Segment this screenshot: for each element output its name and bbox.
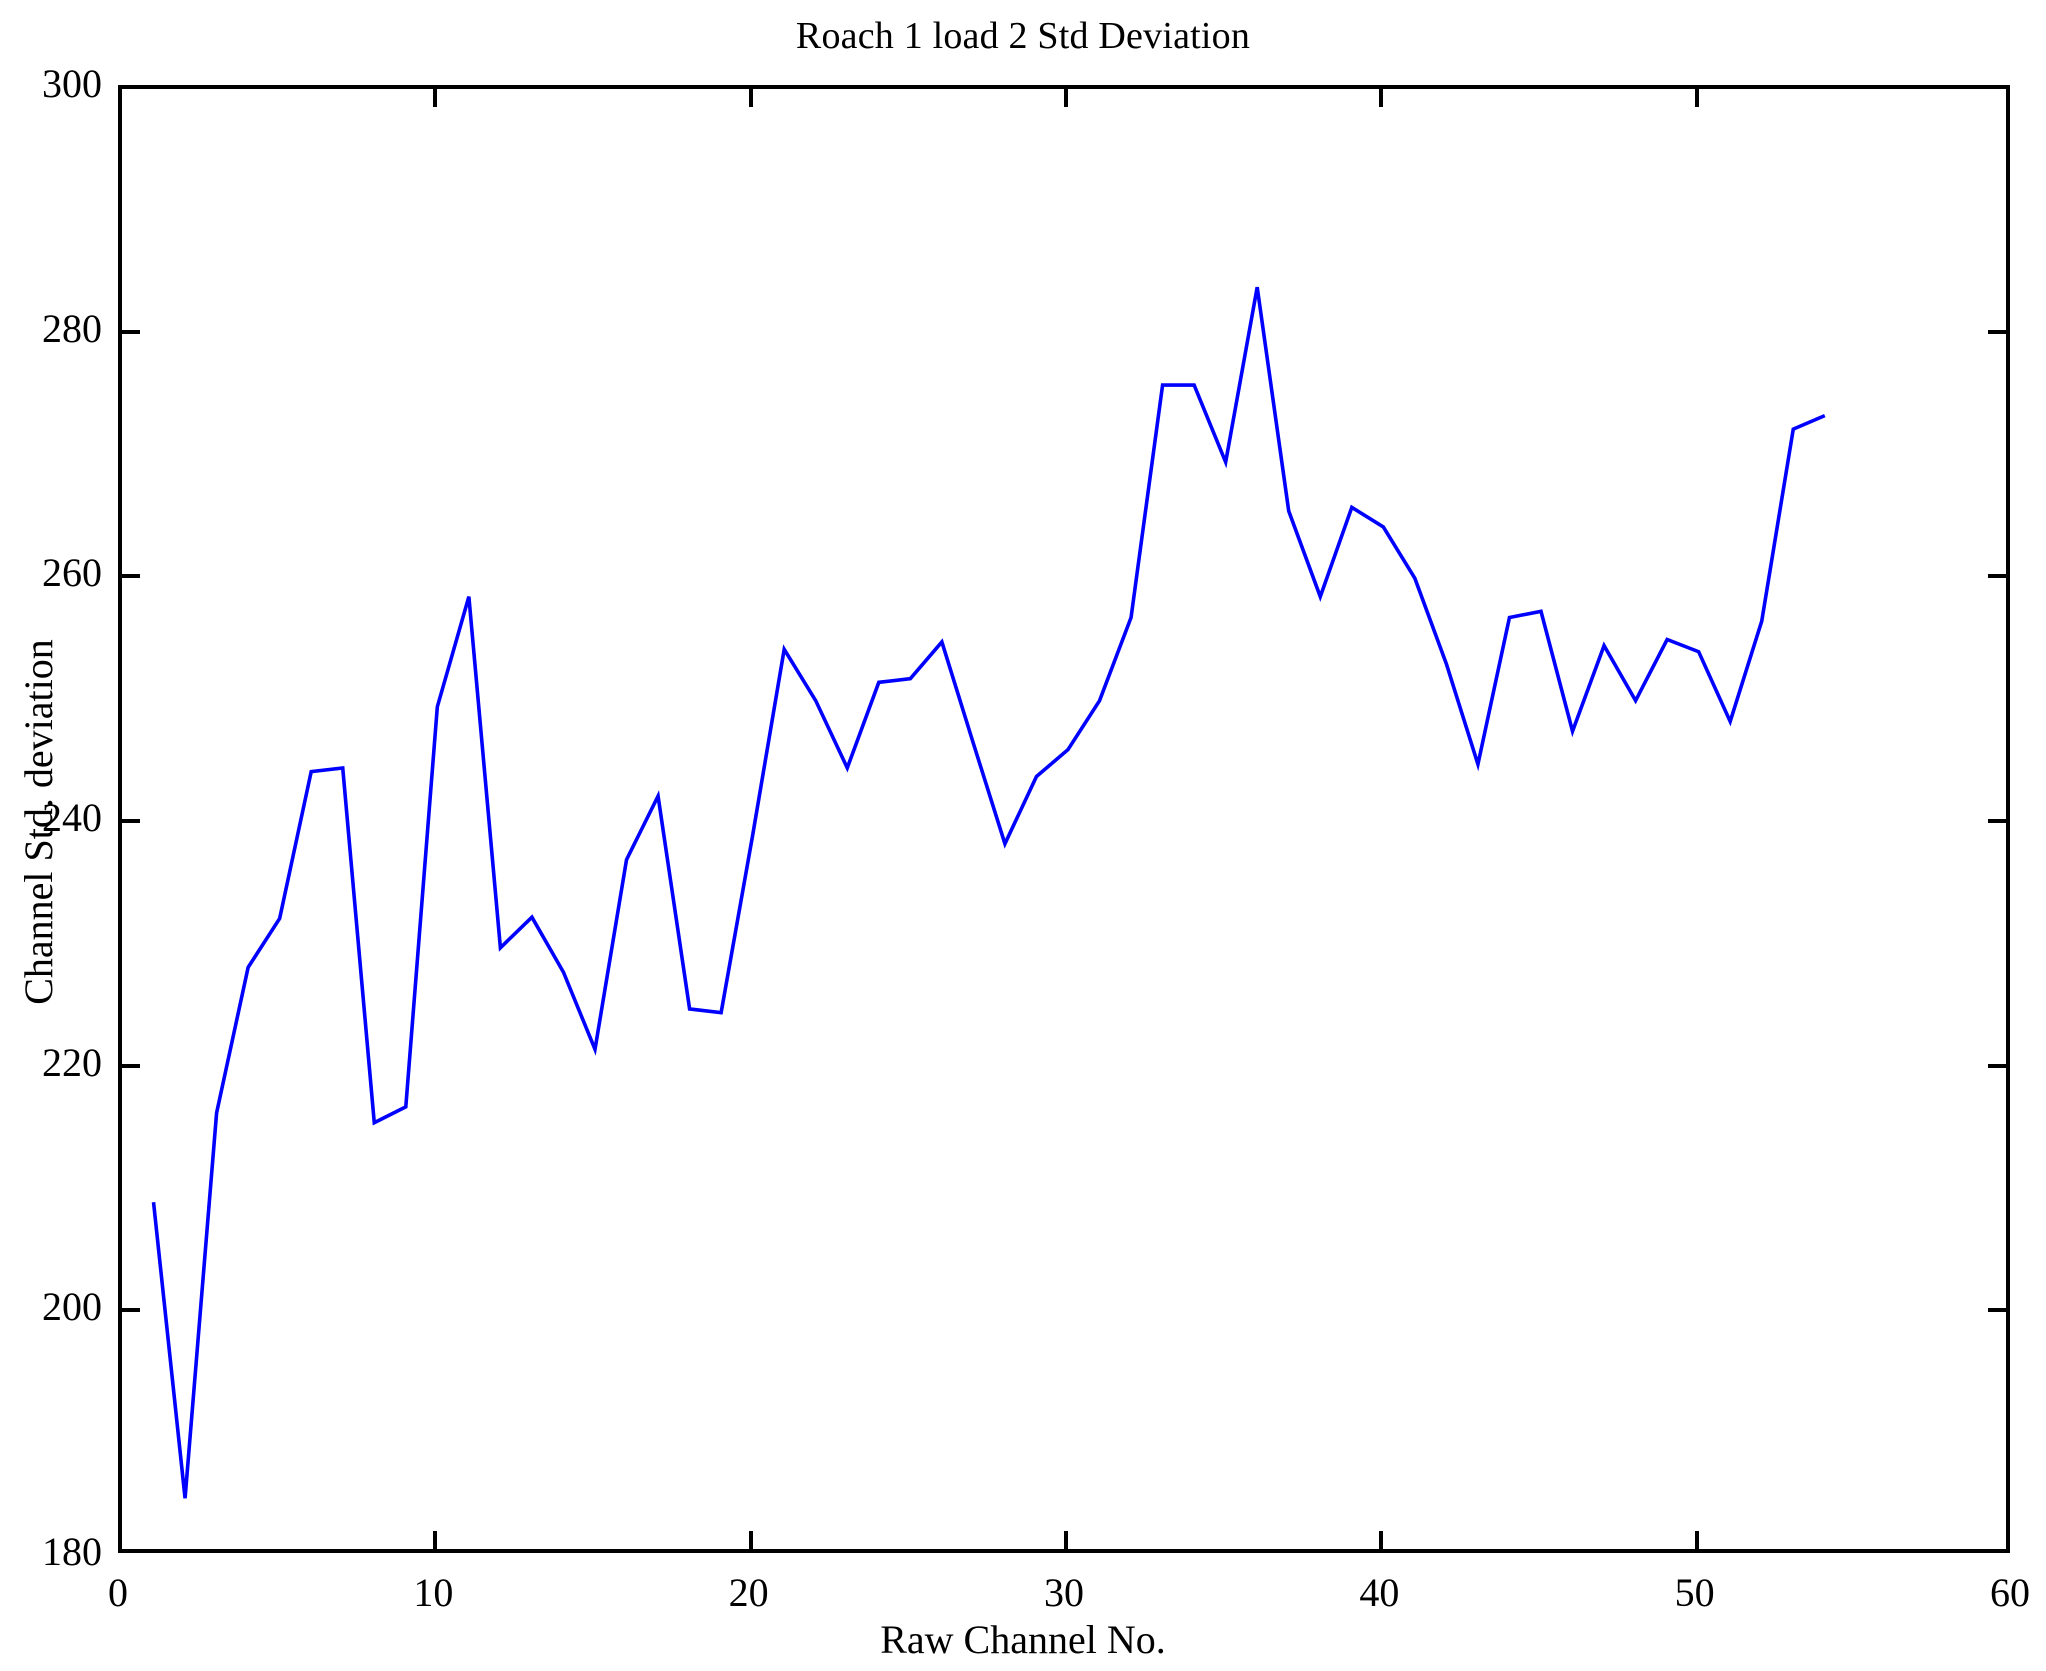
y-tick-mark-right <box>1988 329 2010 334</box>
y-tick-mark-right <box>1988 574 2010 579</box>
y-tick-mark <box>118 574 140 579</box>
chart-title: Roach 1 load 2 Std Deviation <box>795 15 1251 57</box>
x-tick-mark-top <box>1694 85 1699 107</box>
y-tick-label: 300 <box>42 61 102 106</box>
y-tick-label: 260 <box>42 550 102 596</box>
x-tick-label: 30 <box>1044 1570 1084 1615</box>
y-tick-label: 180 <box>42 1529 102 1574</box>
y-axis-title: Channel Std. deviation <box>16 639 61 1005</box>
x-tick-mark-top <box>433 85 438 107</box>
x-tick-mark-top <box>1064 85 1068 107</box>
x-tick-label: 20 <box>728 1570 769 1615</box>
x-tick-label: 50 <box>1674 1570 1715 1615</box>
y-tick-mark <box>118 1063 140 1068</box>
x-tick-mark <box>433 1531 438 1553</box>
y-tick-mark <box>118 329 140 334</box>
x-tick-mark-top <box>748 85 753 107</box>
x-tick-label: 40 <box>1359 1570 1400 1615</box>
x-tick-label: 60 <box>1990 1570 2030 1615</box>
y-tick-mark-right <box>1988 1063 2010 1068</box>
y-tick-mark-right <box>1988 1308 2010 1313</box>
x-tick-mark <box>1379 1531 1384 1553</box>
x-tick-mark <box>1064 1531 1068 1553</box>
y-tick-label: 220 <box>42 1039 102 1085</box>
x-tick-mark-top <box>1379 85 1384 107</box>
y-tick-mark <box>118 1308 140 1313</box>
x-axis-title: Raw Channel No. <box>880 1617 1166 1662</box>
x-tick-mark <box>748 1531 753 1553</box>
series-line-channel-std-deviation <box>151 286 1826 1499</box>
y-tick-label: 200 <box>42 1284 102 1330</box>
data-line-svg <box>151 286 1826 1499</box>
y-tick-label: 240 <box>42 795 102 840</box>
x-tick-mark <box>1694 1531 1699 1553</box>
y-tick-mark-right <box>1988 819 2010 823</box>
y-tick-mark <box>118 819 140 823</box>
x-tick-label: 10 <box>413 1570 454 1615</box>
x-tick-label: 0 <box>108 1570 128 1615</box>
plot-area <box>118 85 2010 1553</box>
y-tick-label: 280 <box>42 305 102 351</box>
